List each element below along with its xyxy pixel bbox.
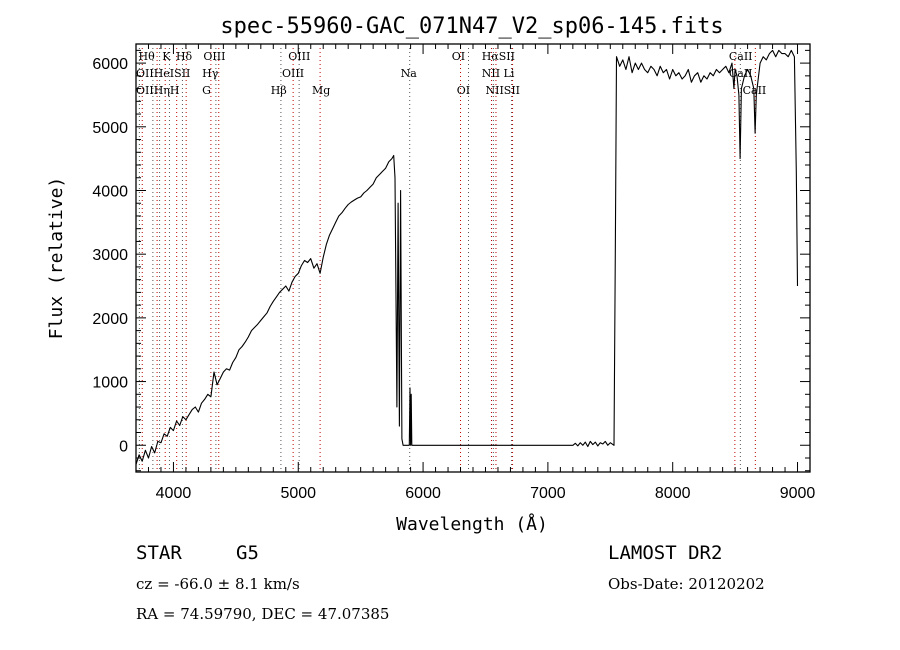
line-label-group: Hθ K Hδ OIII OIII OI HαSII CaII OIIHeISII Hγ OIII N… (136, 50, 766, 97)
x-tick-label: 6000 (405, 485, 441, 502)
x-tick-label: 4000 (156, 485, 192, 502)
line-label: Hδ (176, 50, 193, 63)
y-tick-label: 2000 (92, 311, 128, 328)
line-label: Hβ (271, 84, 287, 97)
line-label: CaII (743, 84, 767, 97)
line-label: Na (401, 67, 418, 80)
y-tick-label: 1000 (92, 375, 128, 392)
axis-tick-group: 4000 5000 6000 7000 8000 9000 0 1000 2000 3000 400… (92, 44, 815, 502)
plot-frame (135, 43, 811, 473)
line-label: Hγ (202, 67, 219, 80)
obs-date-text: Obs-Date: 20120202 (608, 575, 765, 593)
spectrum-line (135, 49, 799, 465)
line-label: OI (452, 50, 465, 63)
x-tick-label: 5000 (280, 485, 316, 502)
y-tick-label: 5000 (92, 120, 128, 137)
line-label: K (162, 50, 171, 63)
redshift-text: cz = -66.0 ± 8.1 km/s (136, 575, 300, 593)
line-label: OIIHeISII (136, 67, 190, 80)
line-label: OIII (282, 67, 304, 80)
line-label: OIIHηH (136, 84, 179, 97)
coordinates-text: RA = 74.59790, DEC = 47.07385 (136, 605, 390, 623)
chart-title: spec-55960-GAC_071N47_V2_sp06-145.fits (220, 14, 723, 39)
line-label: NIISII (485, 84, 520, 97)
survey-name: LAMOST DR2 (608, 542, 723, 564)
line-label: OIII (288, 50, 310, 63)
line-label: CaII (729, 50, 753, 63)
line-label: OI (457, 84, 470, 97)
y-tick-label: 0 (119, 438, 128, 455)
line-label: G (202, 84, 211, 97)
spectrum-series-group (135, 49, 799, 465)
object-class: STAR (136, 542, 182, 564)
x-tick-label: 7000 (530, 485, 566, 502)
line-label: NII Li (482, 67, 515, 80)
y-axis-label: Flux (relative) (46, 177, 67, 340)
y-tick-label: 3000 (92, 247, 128, 264)
x-tick-label: 8000 (655, 485, 691, 502)
y-tick-label: 6000 (92, 56, 128, 73)
y-tick-label: 4000 (92, 183, 128, 200)
reference-line-group (138, 48, 756, 472)
line-label: Mg (312, 84, 330, 97)
line-label: OIII (203, 50, 225, 63)
object-subclass: G5 (236, 542, 259, 564)
x-tick-label: 9000 (780, 485, 816, 502)
line-label: Hθ (138, 50, 155, 63)
x-axis-label: Wavelength (Å) (396, 513, 548, 535)
line-label: HαSII (482, 50, 515, 63)
